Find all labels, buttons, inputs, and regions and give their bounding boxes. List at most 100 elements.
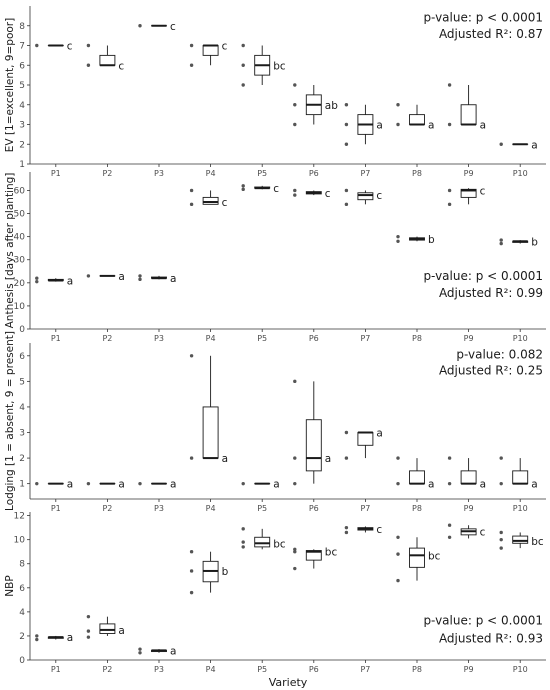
outlier-point <box>499 481 503 486</box>
group-letter-p3: c <box>170 21 176 33</box>
outlier-point <box>447 83 452 87</box>
group-letter-p1: c <box>67 41 73 53</box>
group-letter-p7: c <box>376 524 382 536</box>
outlier-point <box>35 637 39 642</box>
group-letter-p3: a <box>170 273 176 285</box>
outlier-point <box>189 202 194 207</box>
box-p4 <box>202 406 219 459</box>
y-tick-label: 2 <box>19 140 25 150</box>
group-letter-p5: a <box>273 479 279 491</box>
x-tick-label: P6 <box>309 169 319 178</box>
group-letter-p10: b <box>531 236 538 248</box>
outlier-point <box>499 530 503 535</box>
x-tick-label: P2 <box>102 504 112 513</box>
box-p7 <box>357 192 374 201</box>
outlier-point <box>499 241 503 246</box>
x-tick-label: P3 <box>154 504 164 513</box>
box-p2 <box>99 54 116 66</box>
group-letter-p5: c <box>273 183 279 195</box>
outlier-point <box>241 527 245 531</box>
group-letter-p4: a <box>222 453 228 465</box>
y-tick-label: 5 <box>19 81 25 91</box>
outlier-point <box>396 234 400 239</box>
box-p6 <box>305 550 322 561</box>
outlier-point <box>86 614 91 619</box>
x-tick-label: P1 <box>51 665 61 674</box>
outlier-point <box>241 481 245 486</box>
outlier-point <box>344 525 349 530</box>
outlier-point <box>293 103 297 107</box>
outlier-point <box>396 239 400 243</box>
group-letter-p9: c <box>480 185 486 197</box>
y-tick-label: 8 <box>19 22 25 32</box>
x-tick-label: P1 <box>51 334 61 343</box>
outlier-point <box>86 63 91 67</box>
y-tick-label: 5 <box>19 377 25 387</box>
y-tick-label: 50 <box>14 210 26 220</box>
y-tick-label: 0 <box>19 656 25 666</box>
outlier-point <box>241 545 245 549</box>
x-tick-label: P7 <box>360 665 370 674</box>
y-axis-label-3: Lodging [1 = absent, 9 = present] <box>4 331 16 511</box>
outlier-point <box>138 277 142 282</box>
outlier-point <box>293 122 297 127</box>
x-tick-label: P3 <box>154 334 164 343</box>
x-tick-label: P8 <box>412 504 422 513</box>
outlier-point <box>447 456 452 460</box>
group-letter-p2: a <box>118 625 124 637</box>
group-letter-p8: a <box>428 120 434 132</box>
outlier-point <box>447 202 452 207</box>
outlier-point <box>447 188 452 193</box>
outlier-point <box>189 63 194 67</box>
outlier-point <box>35 481 39 486</box>
group-letter-p8: bc <box>428 550 441 562</box>
box-p10 <box>512 470 529 485</box>
outlier-point <box>396 481 400 486</box>
y-tick-label: 3 <box>19 121 25 131</box>
y-axis-label-1: EV [1=excellent, 9=poor] <box>4 18 16 152</box>
group-letter-p8: a <box>428 479 434 491</box>
y-tick-label: 6 <box>19 352 25 362</box>
adjusted-r2-text-4: Adjusted R²: 0.93 <box>439 631 543 645</box>
box-p8 <box>409 470 425 485</box>
outlier-point <box>499 142 503 146</box>
outlier-point <box>241 540 245 544</box>
outlier-point <box>189 569 194 573</box>
outlier-point <box>344 188 349 193</box>
x-tick-label: P4 <box>206 504 216 513</box>
outlier-point <box>293 550 297 554</box>
group-letter-p9: c <box>480 526 486 538</box>
group-letter-p5: bc <box>273 538 286 550</box>
x-tick-label: P10 <box>513 504 528 513</box>
outlier-point <box>447 523 452 527</box>
box-p7 <box>357 432 374 446</box>
outlier-point <box>344 530 349 535</box>
x-tick-label: P7 <box>360 504 370 513</box>
y-tick-label: 1 <box>19 480 25 490</box>
x-tick-label: P9 <box>464 504 474 513</box>
group-letter-p4: c <box>222 41 228 53</box>
outlier-point <box>499 456 503 460</box>
group-letter-p6: a <box>325 453 331 465</box>
outlier-point <box>447 481 452 486</box>
outlier-point <box>35 276 39 280</box>
group-letter-p3: a <box>170 645 176 657</box>
outlier-point <box>189 354 194 358</box>
box-p4 <box>202 45 219 56</box>
x-tick-label: P10 <box>513 169 528 178</box>
outlier-point <box>189 43 194 48</box>
outlier-point <box>344 202 349 207</box>
x-tick-label: P9 <box>464 334 474 343</box>
x-tick-label: P3 <box>154 665 164 674</box>
x-tick-label: P6 <box>309 504 319 513</box>
outlier-point <box>189 188 194 193</box>
x-axis-label: Variety <box>269 676 308 689</box>
outlier-point <box>86 635 91 639</box>
x-tick-label: P1 <box>51 169 61 178</box>
outlier-point <box>344 103 349 107</box>
y-tick-label: 1 <box>19 160 25 170</box>
group-letter-p10: bc <box>531 536 544 548</box>
y-tick-label: 10 <box>14 536 26 546</box>
x-tick-label: P10 <box>513 665 528 674</box>
y-tick-label: 7 <box>19 42 25 52</box>
